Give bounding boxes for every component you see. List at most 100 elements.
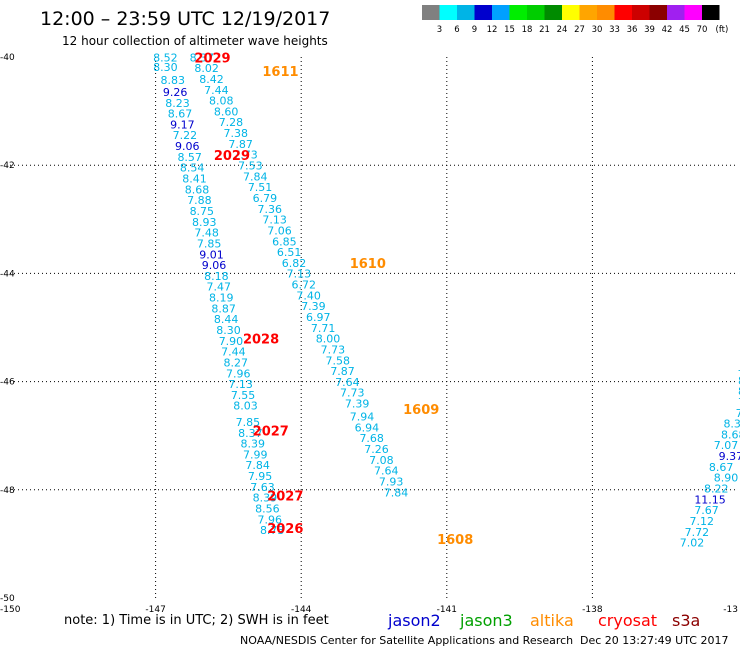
wave-height-point: 7.13 [262, 214, 287, 227]
wave-height-point: 8.68 [721, 428, 740, 441]
colorbar-swatch [702, 5, 720, 20]
wave-height-point: 6.79 [253, 192, 278, 205]
wave-height-point: 7.72 [685, 526, 710, 539]
wave-height-point: 6.85 [272, 235, 297, 248]
wave-height-point: 7.73 [233, 149, 258, 162]
wave-height-point: 8.57 [177, 151, 202, 164]
pass-label: 1609 [403, 403, 439, 418]
colorbar-label: 36 [627, 25, 638, 35]
satellite-cryosat: cryosat [598, 611, 657, 630]
wave-height-point: 7.58 [325, 354, 350, 367]
y-tick-label: -42 [0, 161, 15, 171]
wave-height-point: 8.67 [709, 461, 734, 474]
wave-height-point: 7.63 [250, 481, 274, 494]
wave-height-point: 8.18 [204, 270, 229, 283]
colorbar-swatch [509, 5, 527, 20]
wave-height-point: 9.17 [170, 118, 195, 131]
wave-height-point: 7.84 [245, 459, 269, 472]
y-axis-ticks: -40 -42 -44 -46 -48 -50 [0, 53, 15, 604]
colorbar-label: 15 [504, 25, 515, 35]
wave-height-point: 7.44 [221, 346, 246, 359]
wave-height-point: 7.71 [311, 322, 336, 335]
colorbar-label: 21 [539, 25, 550, 35]
wave-height-point: 8.83 [160, 74, 185, 87]
colorbar-swatch [422, 5, 440, 20]
wave-height-point: 7.02 [680, 537, 705, 550]
colorbar-label: 12 [487, 25, 498, 35]
wave-height-point: 8.23 [165, 97, 190, 110]
wave-height-point: 7.44 [204, 84, 229, 97]
colorbar-label: 9 [472, 25, 477, 35]
wave-height-point: 8.6 [738, 374, 740, 387]
wave-height-point: 7.87 [330, 365, 355, 378]
wave-height-point: 11.15 [694, 493, 726, 506]
wave-height-point: 7.87 [228, 138, 253, 151]
wave-height-point: 8.37 [238, 427, 263, 440]
wave-height-point: 7.99 [243, 448, 268, 461]
wave-height-point: 9.06 [175, 140, 200, 153]
x-tick-label: -147 [145, 605, 165, 615]
wave-height-point: 8.27 [224, 356, 249, 369]
wave-height-point: 9.01 [199, 248, 224, 261]
colorbar-swatch [474, 5, 492, 20]
wave-height-point: 7.96 [258, 513, 283, 526]
wave-height-point: 7.84 [243, 170, 268, 183]
pass-label: 1611 [262, 65, 298, 80]
colorbar-swatch [544, 5, 562, 20]
colorbar-swatch [457, 5, 475, 20]
wave-height-point: 8.41 [182, 173, 207, 186]
colorbar-swatch [579, 5, 597, 20]
wave-height-point: 8.90 [714, 472, 739, 485]
wave-height-point: 8.73 [260, 524, 285, 537]
wave-height-point: 7.96 [226, 367, 251, 380]
colorbar-swatch [649, 5, 667, 20]
wave-height-point: 8.39 [241, 438, 265, 451]
satellite-jason3: jason3 [459, 611, 513, 630]
wave-height-point: 7.48 [194, 227, 219, 240]
colorbar-swatch [667, 5, 685, 20]
chart-subtitle: 12 hour collection of altimeter wave hei… [62, 34, 328, 48]
wave-height-point: 7.64 [335, 376, 360, 389]
wave-height-point: 7.95 [248, 470, 273, 483]
colorbar-label: 42 [662, 25, 673, 35]
wave-height-point: 8.9 [738, 385, 740, 398]
wave-height-point: 7.51 [248, 181, 273, 194]
plot-grid [10, 57, 738, 598]
wave-height-point: 7.81 [738, 396, 740, 409]
wave-height-point: 7.94 [350, 411, 375, 424]
colorbar-label: 39 [644, 25, 655, 35]
footer-timestamp: Dec 20 13:27:49 UTC 2017 [580, 634, 728, 647]
wave-height-point: 7.47 [207, 281, 232, 294]
wave-height-point: 8.35 [723, 418, 740, 431]
x-axis-ticks: -150 -147 -144 -141 -138 -13 [0, 605, 738, 615]
satellite-altika: altika [530, 611, 574, 630]
x-tick-label: -138 [582, 605, 603, 615]
wave-height-point: 7.73 [340, 387, 365, 400]
wave-height-point: 8.42 [199, 73, 224, 86]
wave-height-point: 7.39 [301, 300, 326, 313]
colorbar-label: 33 [609, 25, 620, 35]
wave-height-point: 8.93 [192, 216, 217, 229]
wave-height-point: 7.90 [219, 335, 244, 348]
pass-label: 1610 [350, 257, 386, 272]
colorbar-label: 6 [454, 25, 459, 35]
wave-height-point: 6.72 [291, 279, 316, 292]
wave-height-point: - [738, 363, 740, 376]
y-tick-label: -48 [0, 486, 15, 496]
data-points: 8.528.308.839.268.238.679.177.229.068.57… [153, 51, 740, 549]
wave-height-point: 8.75 [190, 205, 215, 218]
colorbar-label: 24 [557, 25, 568, 35]
colorbar-swatch [684, 5, 702, 20]
wave-height-point: 7.67 [694, 504, 719, 517]
wave-height-point: 8.19 [209, 292, 234, 305]
pass-labels: 2029 1611 2029 1610 2028 1609 2027 2027 2026 1608… [194, 51, 473, 547]
wave-height-point: 8.56 [255, 503, 279, 516]
wave-height-point: 8.08 [209, 95, 234, 108]
colorbar: 3 6 9 12 15 18 21 24 27 30 33 36 39 42 45 70 (ft) [422, 5, 728, 35]
colorbar-swatch [562, 5, 580, 20]
x-tick-label: -144 [291, 605, 312, 615]
pass-label: 2026 [267, 522, 303, 537]
pass-label: 2027 [253, 425, 289, 440]
wave-height-point: 7.88 [187, 194, 212, 207]
